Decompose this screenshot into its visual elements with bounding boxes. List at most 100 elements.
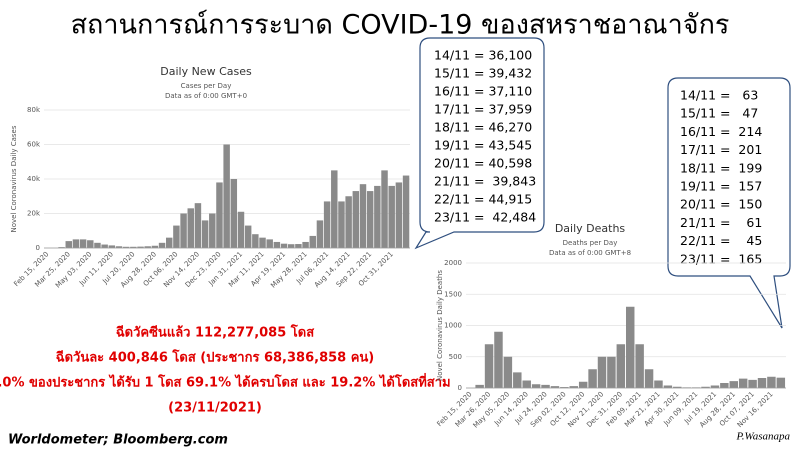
- bar: [578, 381, 588, 388]
- callout-line: 23/11 = 42,484: [434, 210, 536, 225]
- y-tick-label: 40k: [27, 175, 41, 183]
- bar: [395, 182, 403, 248]
- bar: [366, 191, 374, 248]
- bar: [173, 225, 180, 248]
- bar: [710, 385, 720, 388]
- callout-line: 18/11 = 46,270: [434, 120, 532, 135]
- bar: [216, 182, 223, 248]
- bar: [338, 201, 345, 248]
- bar: [381, 170, 388, 248]
- vaccination-line: ฉีดวัคซีนแล้ว 112,277,085 โดส: [116, 324, 314, 341]
- y-tick-label: 1500: [444, 290, 462, 298]
- bar: [130, 246, 137, 248]
- y-axis-label: Novel Coronavirus Daily Cases: [10, 125, 18, 232]
- y-tick-label: 20k: [27, 210, 41, 218]
- callout-line: 16/11 = 37,110: [434, 84, 532, 99]
- callout-line: 16/11 = 214: [680, 124, 762, 139]
- y-tick-label: 500: [449, 353, 462, 361]
- vaccination-line: 76.0% ของประชากร ได้รับ 1 โดส 69.1% ได้ค…: [0, 373, 451, 391]
- bar: [122, 246, 130, 248]
- bar: [273, 241, 281, 248]
- bar: [295, 244, 302, 248]
- bar: [137, 246, 144, 248]
- chart-subtitle: Deaths per Day: [563, 239, 618, 247]
- callout-line: 19/11 = 157: [680, 179, 762, 194]
- bar: [323, 201, 331, 248]
- bar: [316, 220, 324, 248]
- bar: [302, 241, 309, 248]
- bar: [494, 331, 503, 388]
- bar: [541, 384, 550, 388]
- bar: [663, 385, 673, 388]
- bar: [757, 378, 767, 388]
- bar: [280, 243, 288, 248]
- callout-line: 14/11 = 36,100: [434, 48, 532, 63]
- bar: [288, 244, 295, 248]
- callout-line: 17/11 = 37,959: [434, 102, 532, 117]
- callout-line: 18/11 = 199: [680, 160, 762, 175]
- bar: [616, 344, 626, 388]
- bar: [503, 356, 513, 388]
- bar: [359, 184, 367, 248]
- bar: [729, 381, 738, 388]
- callout-box: [414, 37, 545, 250]
- bar: [597, 356, 607, 388]
- bar: [607, 356, 616, 388]
- signature: P.Wasanapa: [736, 431, 791, 443]
- bar: [108, 245, 116, 248]
- bar: [187, 208, 194, 248]
- bar: [484, 344, 494, 388]
- bar: [374, 185, 381, 248]
- bar: [776, 377, 786, 388]
- callout-line: 17/11 = 201: [680, 142, 762, 157]
- bar: [550, 386, 560, 388]
- bar: [252, 234, 259, 248]
- bar: [65, 241, 72, 248]
- bar: [513, 372, 522, 388]
- bar: [223, 144, 230, 248]
- callout-line: 22/11 = 44,915: [434, 192, 532, 207]
- bar: [244, 225, 252, 248]
- bar: [331, 170, 338, 248]
- bar: [560, 387, 569, 388]
- bar: [388, 185, 395, 248]
- bar: [654, 380, 663, 388]
- callout-line: 23/11 = 165: [680, 251, 762, 266]
- callout-line: 21/11 = 61: [680, 215, 762, 230]
- bar: [345, 196, 352, 248]
- chart-subtitle: Cases per Day: [181, 82, 232, 90]
- callout-line: 19/11 = 43,545: [434, 138, 532, 153]
- y-tick-label: 60k: [27, 141, 41, 149]
- bar: [151, 245, 159, 248]
- bar: [101, 244, 108, 248]
- bar: [201, 220, 209, 248]
- chart-title: Daily New Cases: [160, 65, 252, 78]
- source: Worldometer; Bloomberg.com: [8, 433, 228, 448]
- vaccination-line: (23/11/2021): [168, 401, 262, 416]
- bar: [767, 376, 776, 388]
- bar: [209, 213, 216, 248]
- bar: [701, 386, 710, 388]
- callout-box: [667, 77, 791, 329]
- bar: [158, 242, 166, 248]
- y-axis-label: Novel Coronavirus Daily Deaths: [436, 270, 444, 381]
- bar: [569, 386, 578, 388]
- bar: [180, 213, 187, 248]
- bar: [475, 384, 484, 388]
- y-tick-label: 0: [36, 244, 40, 252]
- bar: [194, 203, 202, 248]
- callout-line: 22/11 = 45: [680, 233, 762, 248]
- callout-line: 20/11 = 150: [680, 197, 762, 212]
- bar: [738, 378, 748, 388]
- y-tick-label: 0: [458, 384, 462, 392]
- bar: [230, 179, 238, 248]
- bar: [673, 386, 682, 388]
- vaccination-line: ฉีดวันละ 400,846 โดส (ประชากร 68,386,858…: [56, 349, 375, 366]
- bar: [402, 175, 410, 248]
- bar: [748, 379, 757, 388]
- bar: [309, 235, 316, 248]
- bar: [626, 306, 635, 388]
- bar: [531, 384, 541, 388]
- bar: [259, 237, 266, 248]
- bar: [144, 246, 151, 248]
